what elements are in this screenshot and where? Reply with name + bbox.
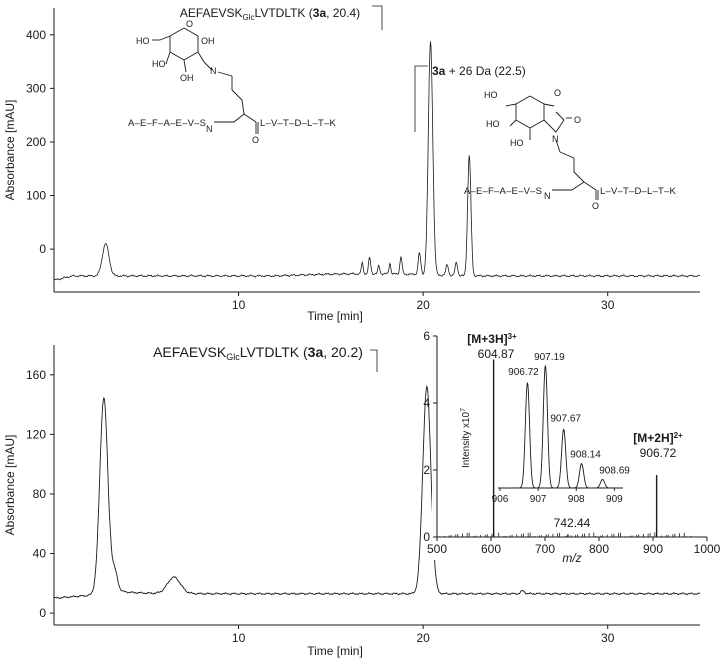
svg-text:O: O [186,19,193,29]
isotope-peak-label: 907.19 [534,352,565,363]
isotope-peak-label: 907.67 [550,413,581,424]
svg-text:OH: OH [180,73,194,83]
bottom-x-axis-title: Time [min] [307,644,363,658]
ms-peaks [439,359,692,537]
svg-text:N: N [206,124,213,134]
y-tick-label: 120 [26,427,46,441]
svg-text:O: O [592,201,599,211]
bottom-chromatogram-trace [53,385,701,600]
svg-text:O: O [554,88,561,98]
ms-y-axis-title: Intensity x107 [460,408,472,468]
structure-glucosyl-labels: HO O OH HO OH N N O A–E–F–A–E–V–S L–V–T–… [128,19,336,145]
ms-peak2-ion: [M+2H]2+ [633,431,683,445]
bottom-y-axis-title: Absorbance [mAU] [3,435,17,536]
ms-x-tick-label: 700 [535,542,555,556]
structure-carbamate-labels: HO O HO HO O N N O A–E–F–A–E–V–S L–V–T–D… [464,88,676,211]
svg-text:A–E–F–A–E–V–S: A–E–F–A–E–V–S [464,186,542,197]
ms-y-tick-label: 4 [423,396,430,410]
top-y-ticks: 0 100 200 300 400 [26,28,54,256]
isotope-x-tick-label: 907 [530,494,547,505]
ms-y-ticks: 0 2 4 6 [423,329,437,544]
isotope-trace [500,364,622,489]
y-tick-label: 400 [26,28,46,42]
svg-text:N: N [552,134,559,144]
isotope-x-ticks: 906 907 908 909 [492,488,623,505]
top-x-axis-title: Time [min] [307,309,363,323]
y-tick-label: 300 [26,81,46,95]
top-chromatogram-trace [53,41,701,281]
svg-text:OH: OH [201,36,215,46]
top-peak-side-label: 3a + 26 Da (22.5) [432,64,526,78]
x-tick-label: 30 [601,631,615,645]
ms-x-tick-label: 500 [427,542,447,556]
ms-background [432,328,722,560]
isotope-peak-labels: 906.72 907.19 907.67 908.14 908.69 [508,352,630,476]
isotope-peak-label: 906.72 [508,367,539,378]
bottom-y-ticks: 0 40 80 120 160 [26,368,54,620]
ms-y-tick-label: 0 [423,530,430,544]
y-tick-label: 100 [26,189,46,203]
bottom-x-ticks: 10 20 30 [232,625,615,645]
top-y-axis-title: Absorbance [mAU] [3,100,17,201]
y-tick-label: 0 [39,242,46,256]
isotope-peak-label: 908.14 [570,450,601,461]
y-tick-label: 0 [39,606,46,620]
isotope-x-tick-label: 909 [606,494,623,505]
ms-peak1-ion: [M+3H]3+ [467,332,517,346]
structure-carbamate-peptide [505,95,599,200]
y-tick-label: 160 [26,368,46,382]
ms-x-axis-title: m/z [562,551,581,565]
isotope-x-tick-label: 908 [568,494,585,505]
ms-x-tick-label: 600 [481,542,501,556]
ms-minor-mz: 742.44 [554,516,591,530]
isotope-x-tick-label: 906 [492,494,509,505]
svg-text:HO: HO [510,138,524,148]
svg-text:N: N [544,191,551,201]
svg-text:O: O [574,115,581,125]
isotope-peak-label: 908.69 [599,465,630,476]
top-peak-side-leader [414,65,428,132]
svg-text:HO: HO [136,36,150,46]
ms-y-tick-label: 2 [423,463,430,477]
svg-text:HO: HO [152,59,166,69]
svg-text:N: N [210,66,217,76]
top-peak-main-leader [372,5,383,30]
top-peak-main-label: AEFAEVSKGlcLVTDLTK (3a, 20.4) [180,6,360,22]
top-x-ticks: 10 20 30 [232,292,615,312]
bottom-peak-main-label: AEFAEVSKGlcLVTDLTK (3a, 20.2) [153,344,363,362]
x-tick-label: 10 [232,631,246,645]
ms-peak2-mz: 906.72 [640,446,677,460]
svg-text:O: O [252,135,259,145]
bottom-peak-main-leader [370,349,378,372]
ms-x-tick-label: 1000 [694,542,721,556]
ms-peak1-mz: 604.87 [478,347,515,361]
y-tick-label: 80 [33,487,47,501]
ms-x-tick-label: 900 [643,542,663,556]
x-tick-label: 10 [232,298,246,312]
svg-text:HO: HO [486,119,500,129]
svg-text:A–E–F–A–E–V–S: A–E–F–A–E–V–S [128,118,206,129]
ms-x-ticks: 500 600 700 800 900 1000 [427,537,721,556]
svg-text:L–V–T–D–L–T–K: L–V–T–D–L–T–K [260,118,336,129]
top-chart: 0 100 200 300 400 10 20 30 Absorbance [mAU] Ti… [3,5,701,323]
svg-text:L–V–T–D–L–T–K: L–V–T–D–L–T–K [600,186,676,197]
x-tick-label: 20 [416,631,430,645]
x-tick-label: 30 [601,298,615,312]
y-tick-label: 40 [33,547,47,561]
svg-text:HO: HO [484,90,498,100]
x-tick-label: 20 [416,298,430,312]
isotope-inset: 906 907 908 909 906.72 907.19 907.67 908.14 908… [492,352,631,505]
ms-y-tick-label: 6 [423,329,430,343]
structure-glucosyl-peptide [152,27,259,134]
y-tick-label: 200 [26,135,46,149]
ms-x-tick-label: 800 [589,542,609,556]
